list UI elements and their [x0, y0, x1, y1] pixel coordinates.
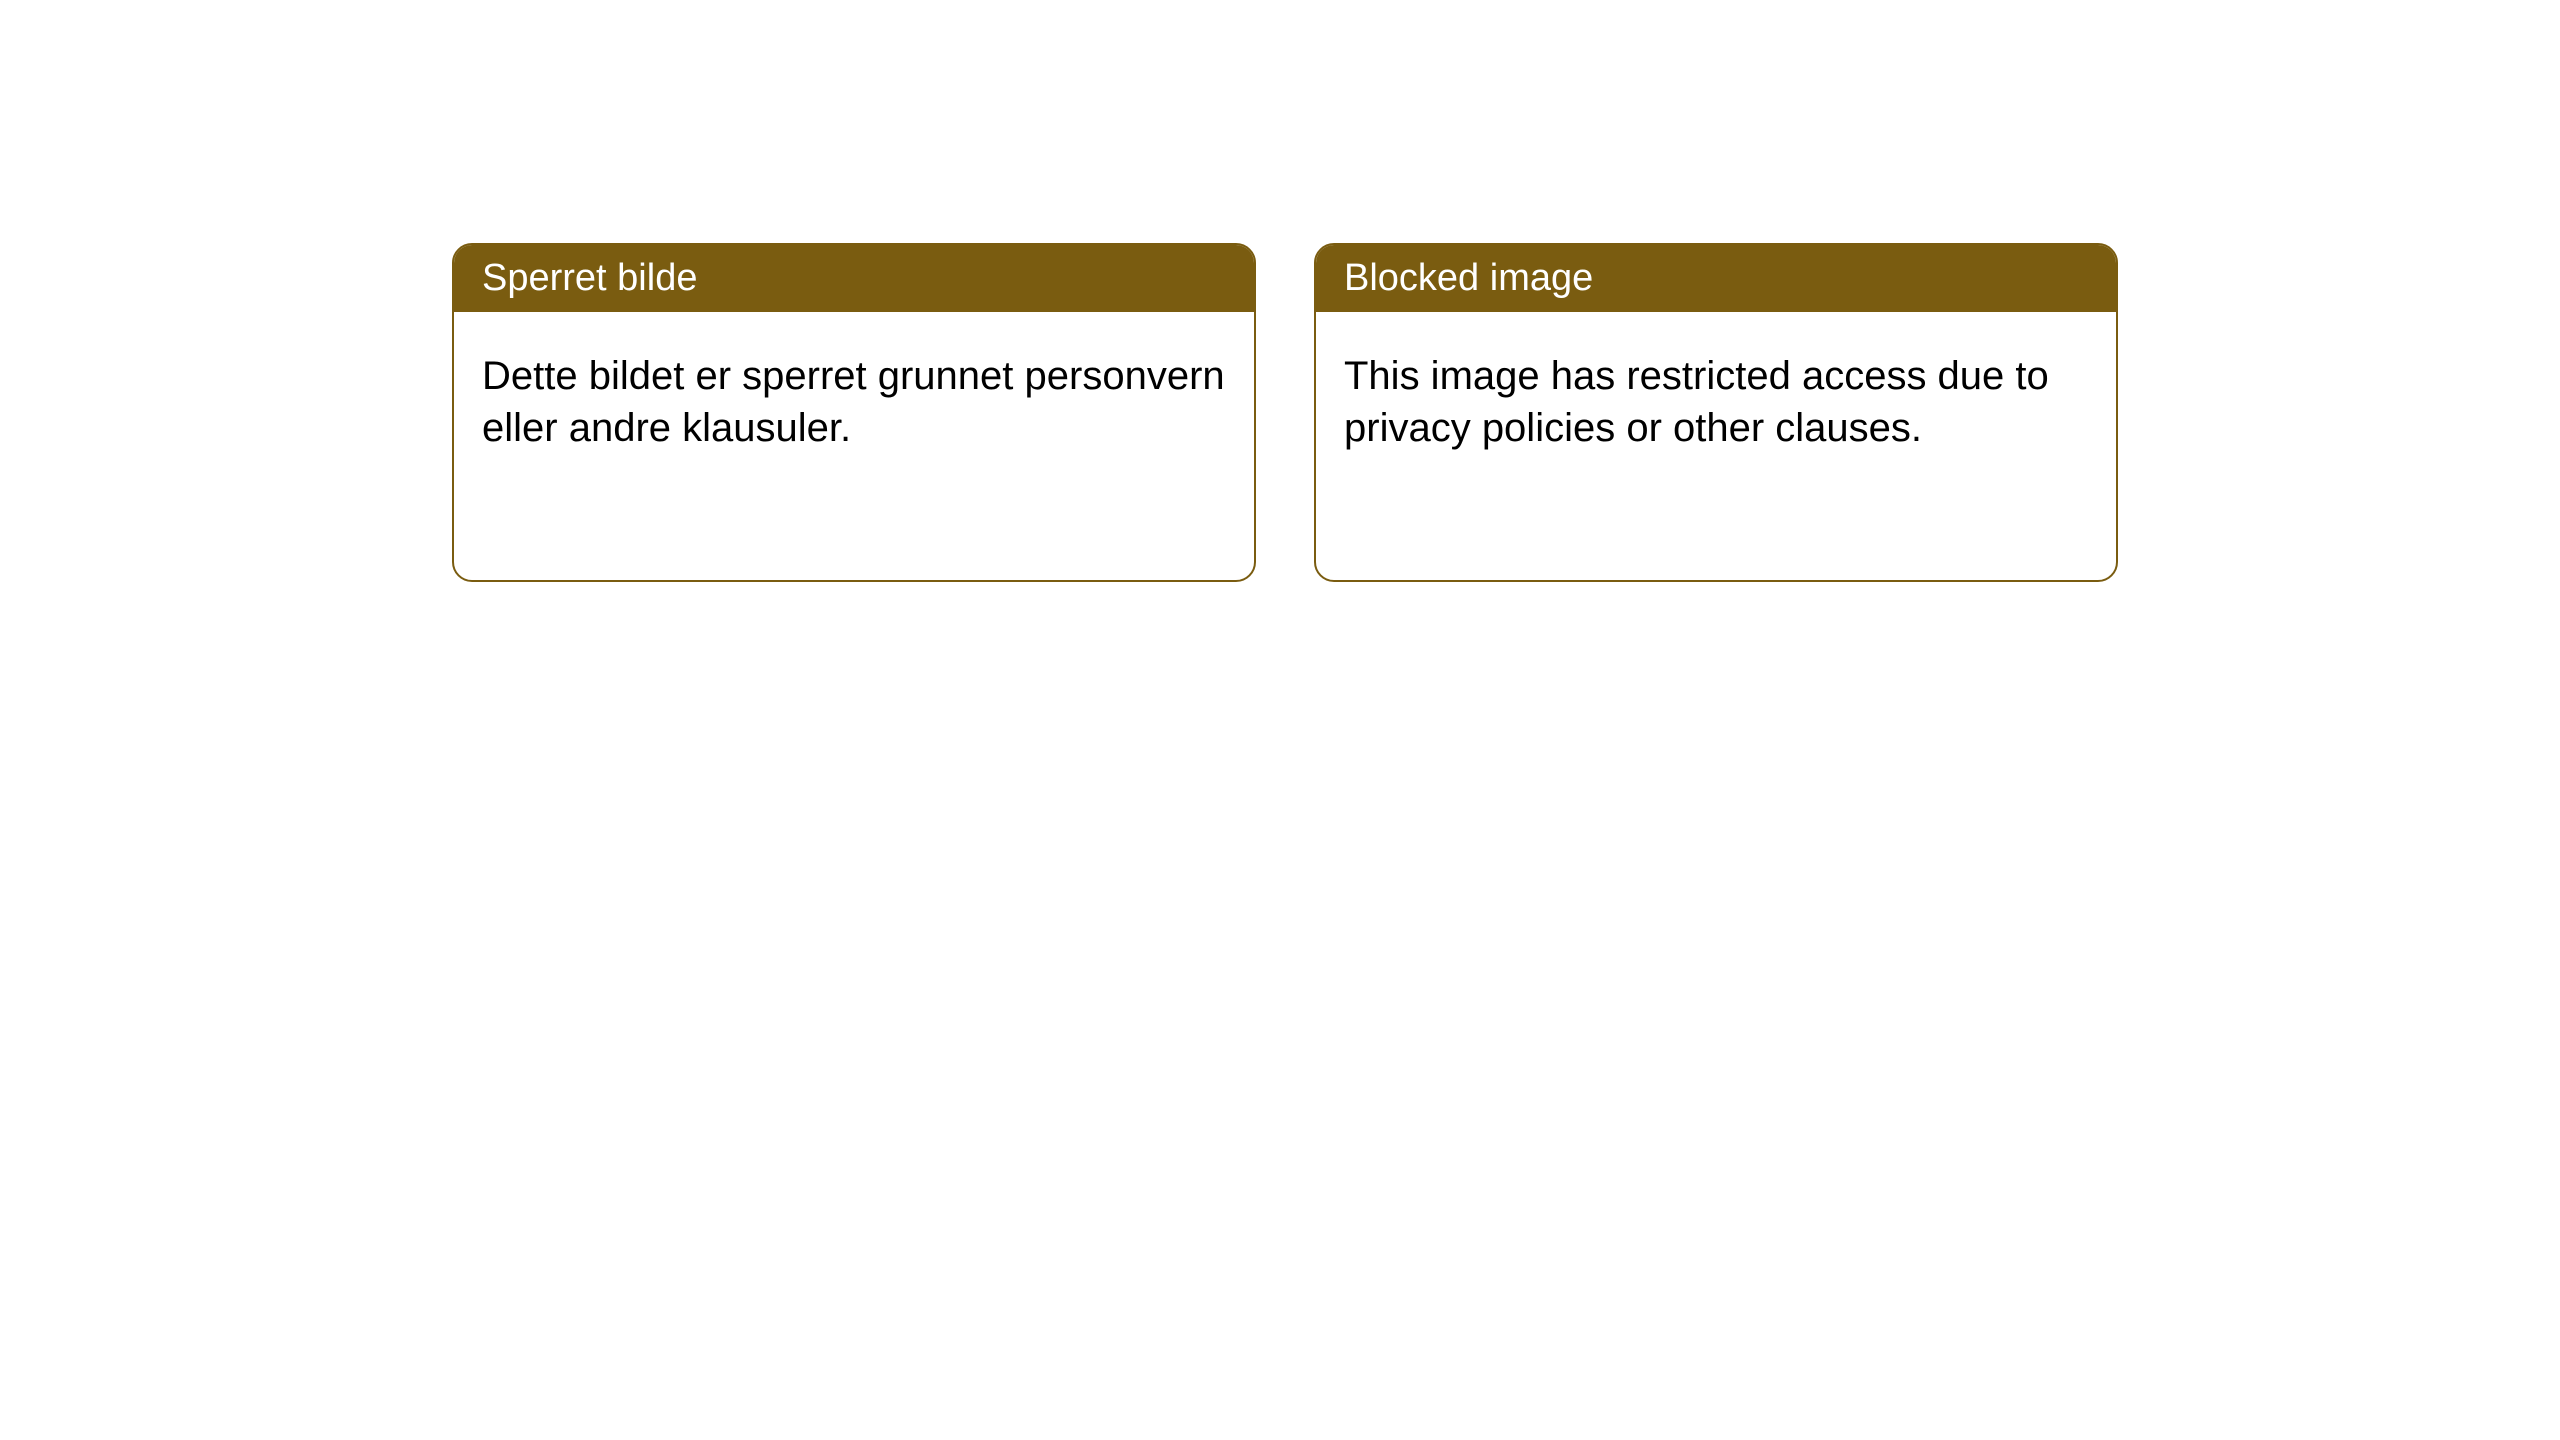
card-body-no: Dette bildet er sperret grunnet personve…: [454, 312, 1254, 492]
card-title-no: Sperret bilde: [454, 245, 1254, 312]
card-body-en: This image has restricted access due to …: [1316, 312, 2116, 492]
blocked-image-cards: Sperret bilde Dette bildet er sperret gr…: [452, 243, 2118, 582]
card-title-en: Blocked image: [1316, 245, 2116, 312]
blocked-image-card-en: Blocked image This image has restricted …: [1314, 243, 2118, 582]
blocked-image-card-no: Sperret bilde Dette bildet er sperret gr…: [452, 243, 1256, 582]
